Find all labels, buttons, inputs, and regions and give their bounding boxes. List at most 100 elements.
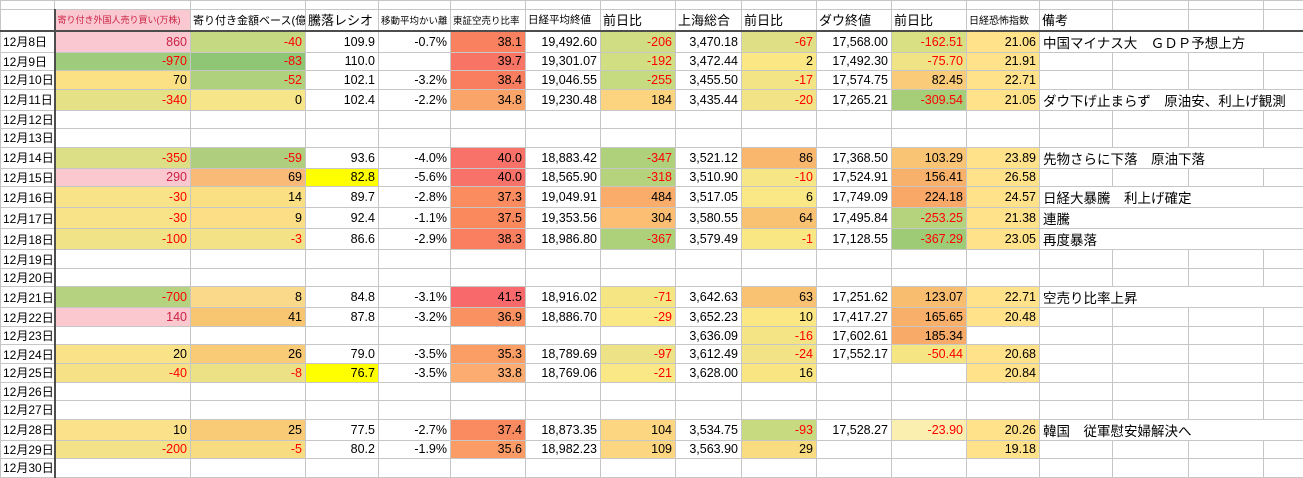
grid-cell[interactable] — [306, 401, 379, 420]
grid-cell[interactable]: 26 — [191, 345, 306, 364]
grid-cell[interactable]: -1.9% — [379, 440, 451, 459]
grid-cell[interactable] — [379, 268, 451, 287]
date-cell[interactable]: 12月10日 — [1, 71, 55, 90]
grid-cell[interactable]: 29 — [742, 440, 817, 459]
grid-cell[interactable] — [742, 401, 817, 420]
empty-cell[interactable] — [1113, 326, 1189, 345]
grid-cell[interactable] — [892, 363, 967, 382]
date-cell[interactable]: 12月16日 — [1, 187, 55, 208]
grid-cell[interactable]: 41.5 — [451, 287, 526, 308]
date-cell[interactable]: 12月19日 — [1, 250, 55, 269]
grid-cell[interactable]: 3,534.75 — [676, 419, 742, 440]
header-cell[interactable]: 日経平均終値 — [526, 10, 601, 31]
grid-cell[interactable]: 224.18 — [892, 187, 967, 208]
grid-cell[interactable] — [379, 401, 451, 420]
grid-cell[interactable]: -3.5% — [379, 363, 451, 382]
grid-cell[interactable]: 109 — [601, 440, 676, 459]
grid-cell[interactable]: -10 — [742, 168, 817, 187]
remark-cell[interactable] — [1040, 440, 1113, 459]
grid-cell[interactable]: 17,524.91 — [817, 168, 892, 187]
grid-cell[interactable]: 24.57 — [967, 187, 1040, 208]
grid-cell[interactable]: 21.06 — [967, 31, 1040, 53]
grid-cell[interactable]: 87.8 — [306, 308, 379, 327]
grid-cell[interactable] — [742, 129, 817, 148]
grid-cell[interactable] — [601, 326, 676, 345]
grid-cell[interactable]: 21.91 — [967, 52, 1040, 71]
grid-cell[interactable]: 93.6 — [306, 147, 379, 168]
grid-cell[interactable]: 20.68 — [967, 345, 1040, 364]
grid-cell[interactable]: -50.44 — [892, 345, 967, 364]
grid-cell[interactable] — [892, 110, 967, 129]
grid-cell[interactable]: 84.8 — [306, 287, 379, 308]
grid-cell[interactable] — [892, 459, 967, 478]
empty-cell[interactable] — [1264, 250, 1303, 269]
empty-cell[interactable] — [1040, 1, 1113, 10]
grid-cell[interactable] — [817, 401, 892, 420]
grid-cell[interactable] — [817, 250, 892, 269]
grid-cell[interactable] — [967, 268, 1040, 287]
grid-cell[interactable] — [892, 250, 967, 269]
grid-cell[interactable]: -253.25 — [892, 208, 967, 229]
grid-cell[interactable]: 17,528.27 — [817, 419, 892, 440]
empty-cell[interactable] — [1189, 168, 1264, 187]
grid-cell[interactable]: 3,579.49 — [676, 229, 742, 250]
grid-cell[interactable]: 104 — [601, 419, 676, 440]
empty-cell[interactable] — [1189, 326, 1264, 345]
date-cell[interactable]: 12月25日 — [1, 363, 55, 382]
grid-cell[interactable]: 3,517.05 — [676, 187, 742, 208]
grid-cell[interactable]: 156.41 — [892, 168, 967, 187]
remark-cell[interactable] — [1040, 382, 1113, 401]
empty-cell[interactable] — [1189, 459, 1264, 478]
remark-cell[interactable] — [1040, 71, 1113, 90]
grid-cell[interactable]: 25 — [191, 419, 306, 440]
header-cell[interactable]: 移動平均かい離 — [379, 10, 451, 31]
empty-cell[interactable] — [1113, 10, 1189, 31]
grid-cell[interactable]: 64 — [742, 208, 817, 229]
grid-cell[interactable] — [526, 110, 601, 129]
grid-cell[interactable]: -8 — [191, 363, 306, 382]
header-cell[interactable]: 日経恐怖指数 — [967, 10, 1040, 31]
remark-cell[interactable] — [1040, 459, 1113, 478]
empty-cell[interactable] — [1113, 129, 1189, 148]
grid-cell[interactable]: 17,417.27 — [817, 308, 892, 327]
grid-cell[interactable]: 19,046.55 — [526, 71, 601, 90]
grid-cell[interactable]: -700 — [55, 287, 191, 308]
grid-cell[interactable]: -29 — [601, 308, 676, 327]
date-cell[interactable]: 12月21日 — [1, 287, 55, 308]
remark-cell[interactable] — [1040, 268, 1113, 287]
grid-cell[interactable] — [742, 382, 817, 401]
grid-cell[interactable]: 17,265.21 — [817, 89, 892, 110]
grid-cell[interactable] — [817, 268, 892, 287]
grid-cell[interactable]: 109.9 — [306, 31, 379, 53]
grid-cell[interactable] — [306, 268, 379, 287]
grid-cell[interactable]: 34.8 — [451, 89, 526, 110]
header-cell[interactable]: 前日比 — [742, 10, 817, 31]
grid-cell[interactable]: -24 — [742, 345, 817, 364]
empty-cell[interactable] — [817, 1, 892, 10]
grid-cell[interactable] — [742, 110, 817, 129]
empty-cell[interactable] — [191, 1, 306, 10]
empty-cell[interactable] — [1113, 401, 1189, 420]
grid-cell[interactable]: -75.70 — [892, 52, 967, 71]
grid-cell[interactable]: 82.45 — [892, 71, 967, 90]
grid-cell[interactable]: 89.7 — [306, 187, 379, 208]
grid-cell[interactable] — [676, 110, 742, 129]
header-cell[interactable]: ダウ終値 — [817, 10, 892, 31]
remark-cell[interactable] — [1040, 326, 1113, 345]
grid-cell[interactable]: -347 — [601, 147, 676, 168]
grid-cell[interactable]: -20 — [742, 89, 817, 110]
grid-cell[interactable]: 6 — [742, 187, 817, 208]
grid-cell[interactable]: -5 — [191, 440, 306, 459]
empty-cell[interactable] — [1113, 71, 1189, 90]
grid-cell[interactable]: 86 — [742, 147, 817, 168]
empty-cell[interactable] — [1189, 110, 1264, 129]
empty-cell[interactable] — [1113, 110, 1189, 129]
grid-cell[interactable] — [742, 268, 817, 287]
grid-cell[interactable]: -59 — [191, 147, 306, 168]
grid-cell[interactable]: 20.48 — [967, 308, 1040, 327]
grid-cell[interactable]: 19,230.48 — [526, 89, 601, 110]
grid-cell[interactable] — [817, 382, 892, 401]
empty-cell[interactable] — [1113, 250, 1189, 269]
grid-cell[interactable]: 165.65 — [892, 308, 967, 327]
remark-cell[interactable]: 韓国 従軍慰安婦解決へ — [1040, 419, 1303, 440]
